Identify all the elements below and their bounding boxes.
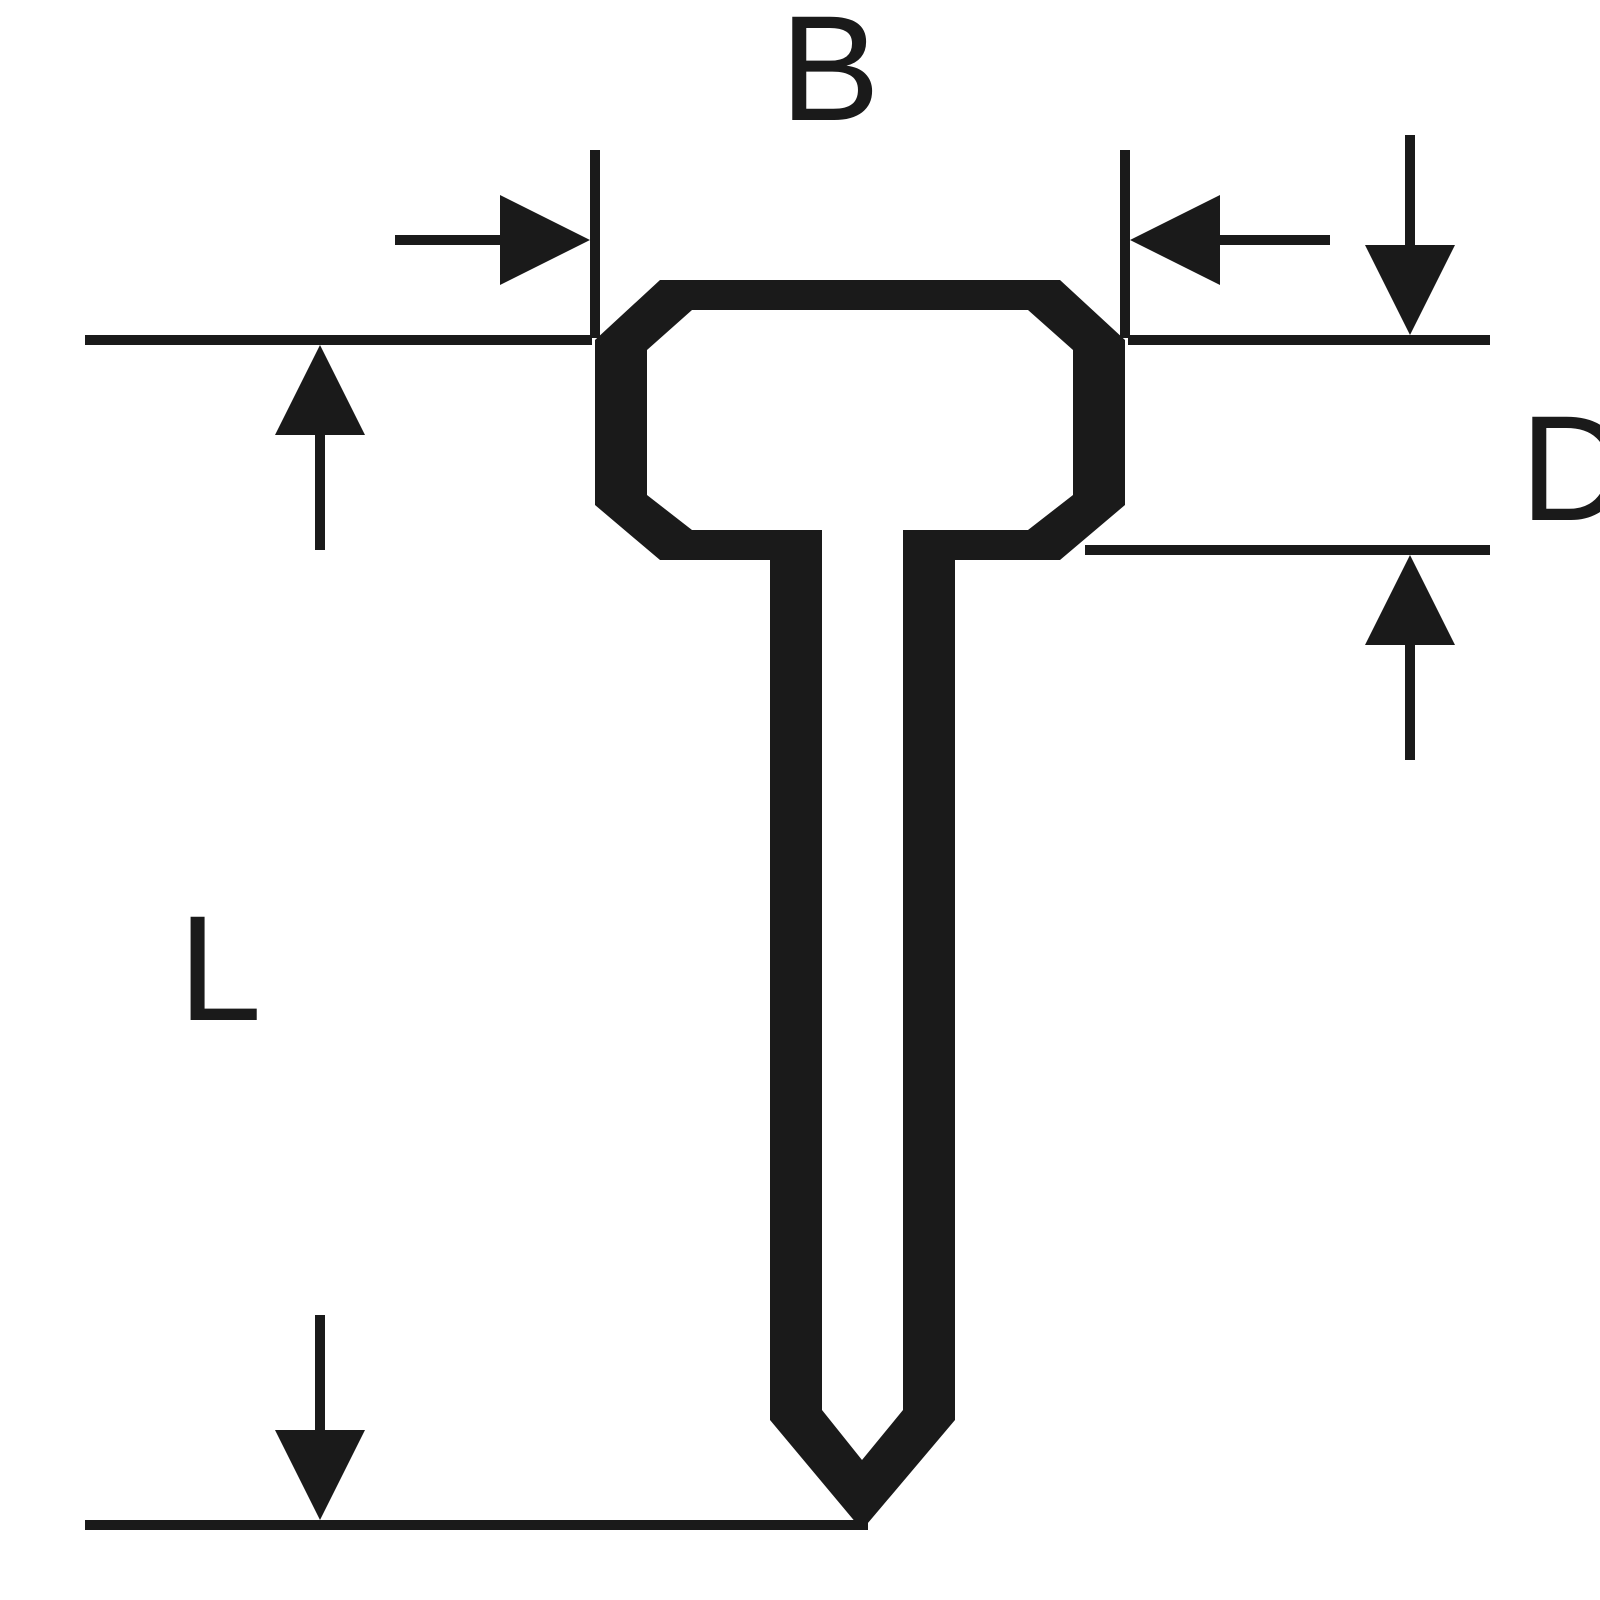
label-d: D (1520, 384, 1600, 552)
dimension-drawing: B D L (0, 0, 1600, 1600)
nail-shape (595, 280, 1125, 1530)
label-b: B (780, 0, 880, 152)
label-l: L (178, 884, 261, 1052)
